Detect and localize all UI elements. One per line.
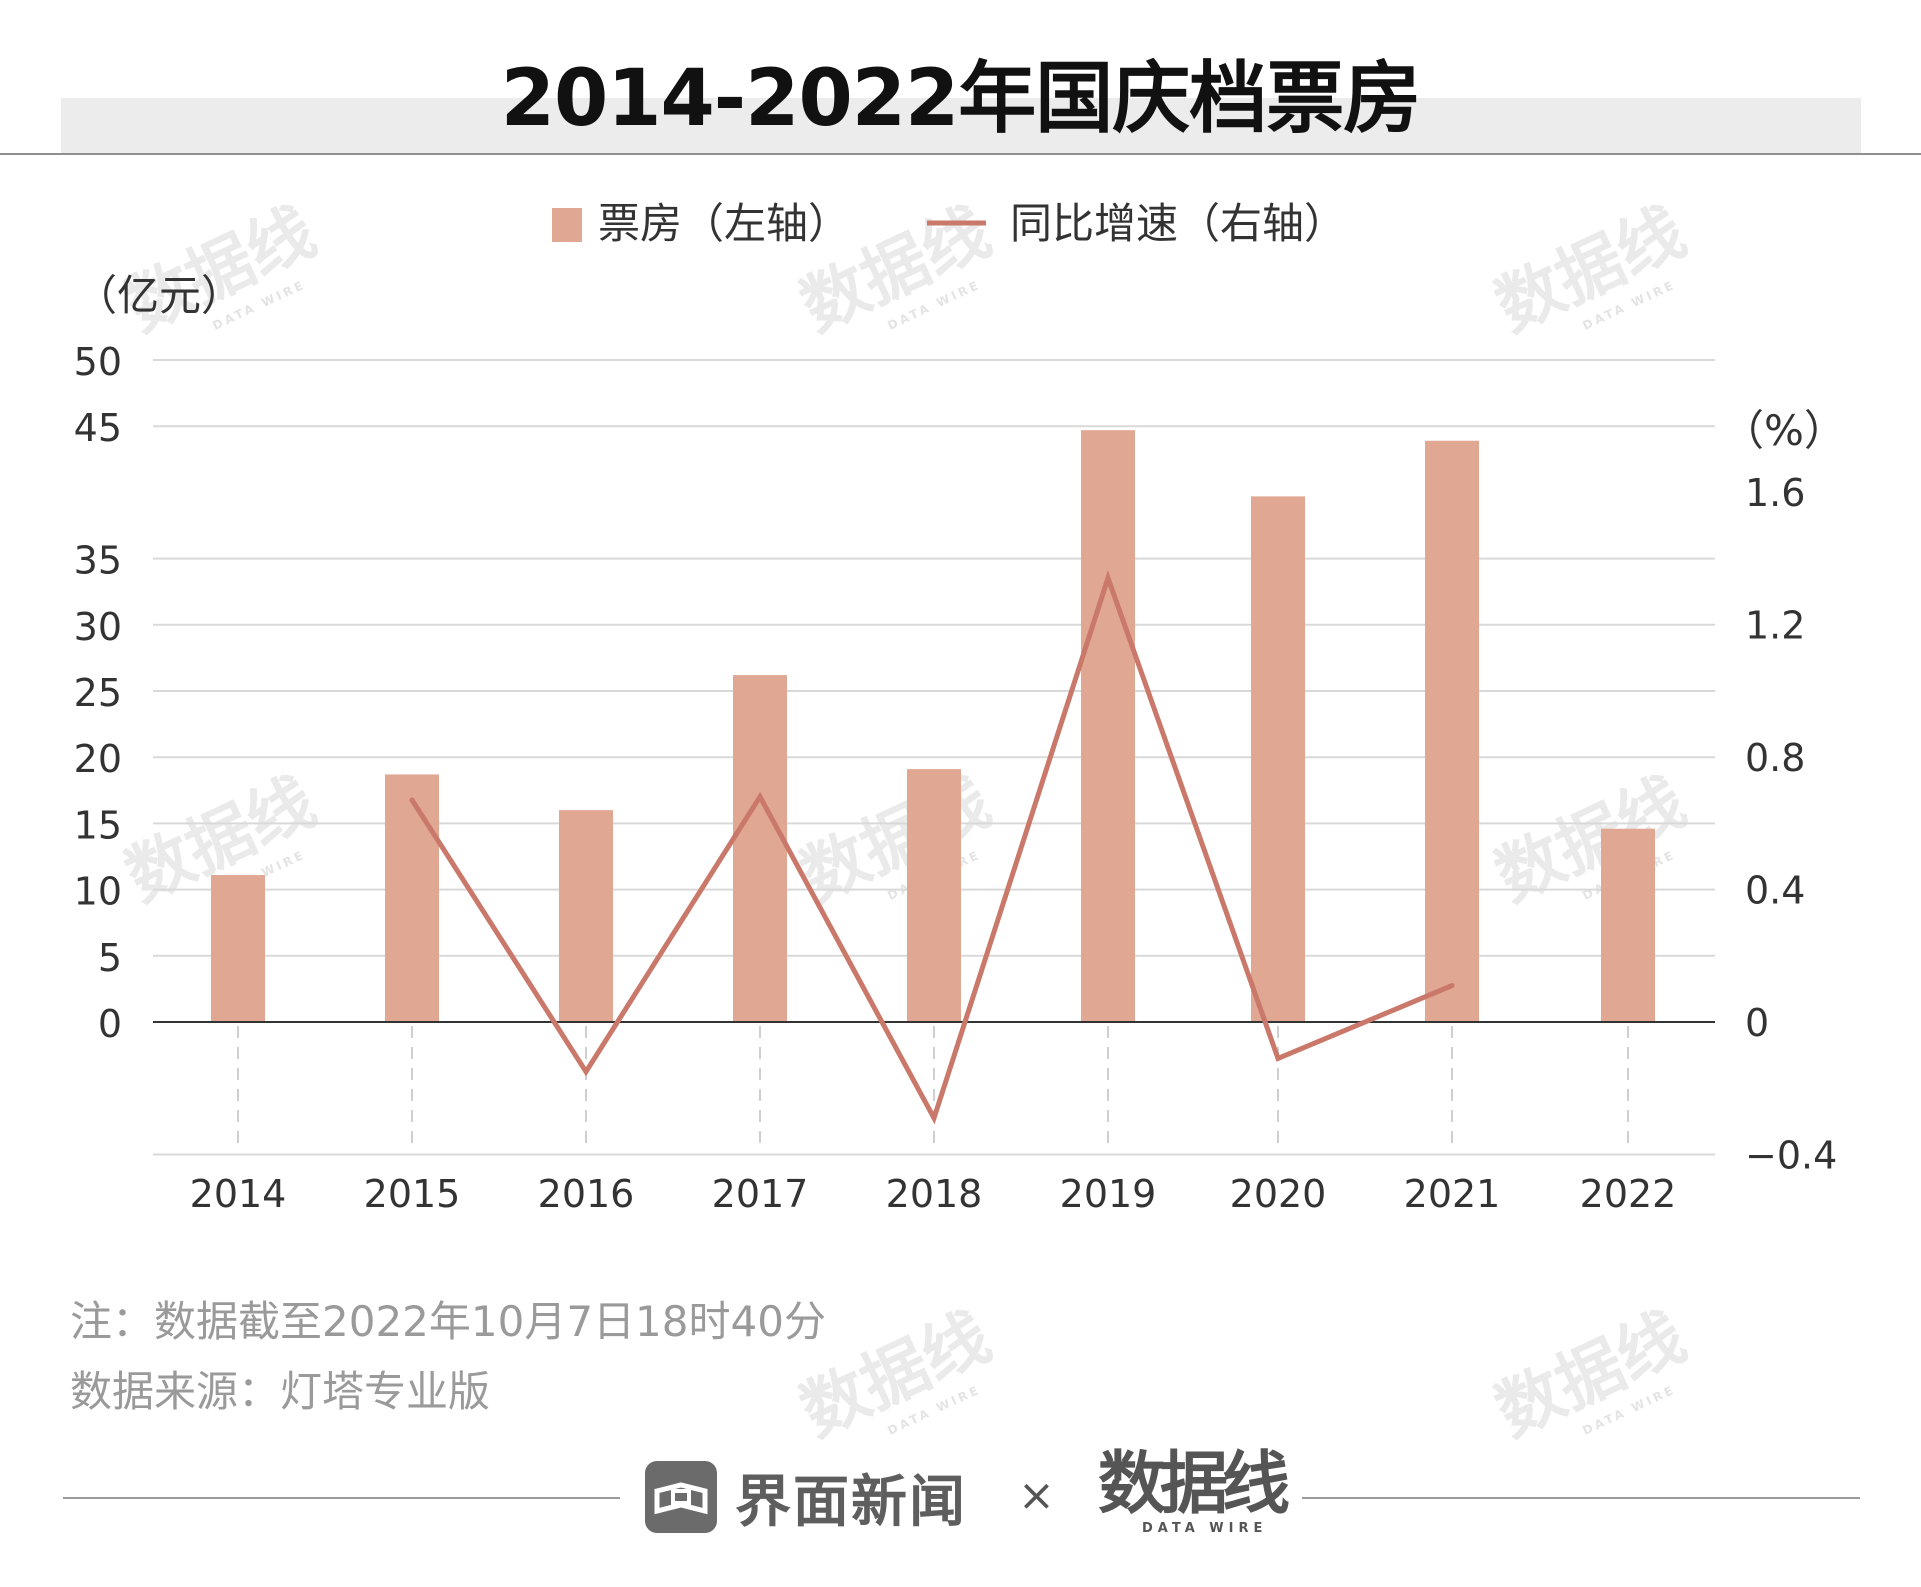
growth-point xyxy=(1275,1055,1281,1061)
growth-point xyxy=(409,797,415,803)
bar xyxy=(1601,828,1655,1022)
title-divider xyxy=(0,153,1921,155)
x-tick-label: 2020 xyxy=(1230,1172,1327,1216)
y-left-tick-label: 15 xyxy=(74,803,122,847)
x-tick-label: 2019 xyxy=(1060,1172,1157,1216)
legend-line-label: 同比增速（右轴） xyxy=(1010,199,1346,248)
bar xyxy=(1081,430,1135,1022)
y-left-tick-label: 25 xyxy=(74,671,122,715)
bar xyxy=(1251,496,1305,1022)
growth-point xyxy=(1105,575,1111,581)
x-tick-label: 2016 xyxy=(538,1172,635,1216)
data-source: 数据来源：灯塔专业版 xyxy=(70,1367,491,1416)
bar xyxy=(385,774,439,1022)
y-left-tick-label: 20 xyxy=(74,737,122,781)
growth-point xyxy=(931,1115,937,1121)
y-left-tick-label: 45 xyxy=(74,406,122,450)
data-wire-logo: 数据线 DATA WIRE xyxy=(1098,1445,1290,1555)
legend-bar-label: 票房（左轴） xyxy=(598,199,850,248)
x-tick-label: 2022 xyxy=(1580,1172,1677,1216)
x-tick-label: 2014 xyxy=(190,1172,287,1216)
footer-divider-left xyxy=(63,1497,620,1499)
data-wire-logo-sub: DATA WIRE xyxy=(1142,1521,1268,1536)
y-left-tick-label: 10 xyxy=(74,870,122,914)
times-sign: × xyxy=(1018,1470,1055,1521)
brand-logo: 界面新闻 xyxy=(645,1461,967,1535)
x-tick-label: 2018 xyxy=(886,1172,983,1216)
growth-point xyxy=(583,1069,589,1075)
y-left-axis-label: （亿元） xyxy=(75,271,243,320)
brand-name: 界面新闻 xyxy=(735,1469,967,1535)
y-left-tick-label: 30 xyxy=(74,605,122,649)
chart-title: 2014-2022年国庆档票房 xyxy=(500,54,1422,144)
y-right-tick-label: 0.4 xyxy=(1745,868,1805,912)
y-right-tick-label: 1.6 xyxy=(1745,471,1805,515)
x-tick-label: 2017 xyxy=(712,1172,809,1216)
y-right-tick-label: 0.8 xyxy=(1745,736,1805,780)
bar xyxy=(211,875,265,1022)
y-left-tick-label: 50 xyxy=(74,340,122,384)
data-wire-logo-text: 数据线 xyxy=(1098,1445,1290,1524)
y-right-tick-label: 1.2 xyxy=(1745,603,1805,647)
bar xyxy=(559,810,613,1022)
bar xyxy=(1425,440,1479,1022)
y-left-tick-label: 5 xyxy=(98,936,122,980)
growth-point xyxy=(1449,983,1455,989)
legend-bar-swatch xyxy=(552,208,582,242)
y-left-tick-label: 35 xyxy=(74,539,122,583)
footer-divider-right xyxy=(1302,1497,1860,1499)
jiemian-logo-icon xyxy=(645,1461,717,1533)
y-right-tick-label: 0 xyxy=(1745,1001,1769,1045)
y-right-axis-label: （%） xyxy=(1722,406,1846,455)
y-left-tick-label: 0 xyxy=(98,1002,122,1046)
data-note: 注：数据截至2022年10月7日18时40分 xyxy=(70,1297,826,1346)
bar xyxy=(733,675,787,1022)
growth-point xyxy=(757,794,763,800)
x-tick-label: 2015 xyxy=(364,1172,461,1216)
bar xyxy=(907,769,961,1022)
title-band xyxy=(61,98,1861,153)
x-tick-label: 2021 xyxy=(1404,1172,1501,1216)
y-right-tick-label: −0.4 xyxy=(1745,1134,1837,1178)
